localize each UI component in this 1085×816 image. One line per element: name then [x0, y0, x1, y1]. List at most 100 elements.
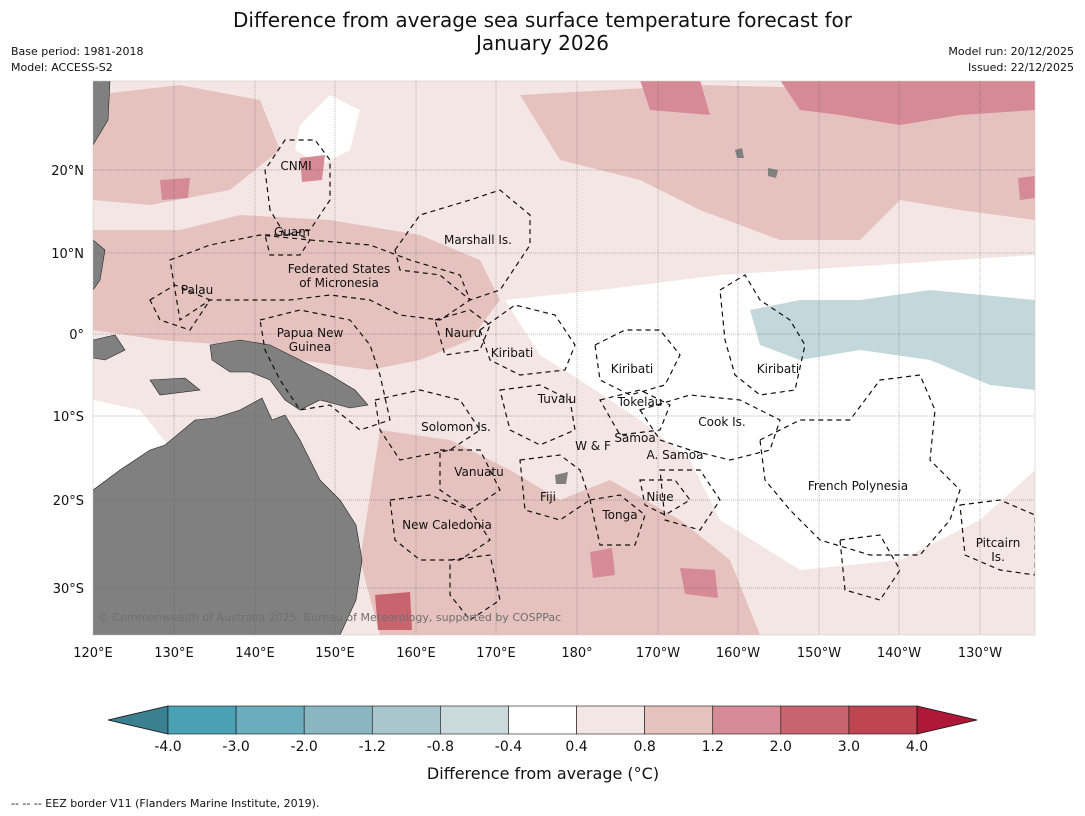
colorbar-segment	[780, 705, 850, 735]
eez-guam	[264, 234, 311, 256]
latitude-tick-label: 20°N	[51, 164, 84, 179]
colorbar-segment	[712, 705, 782, 735]
model-label: Model: ACCESS-S2	[11, 61, 113, 74]
neutral-region-north	[295, 95, 360, 165]
label-png-line2: Guinea	[289, 340, 332, 354]
longitude-tick-label: 130°E	[154, 646, 194, 661]
longitude-tick-label: 130°W	[958, 646, 1002, 661]
colorbar-tick-label: -2.0	[291, 739, 318, 755]
mindanao-landmass	[93, 239, 106, 291]
map-frame	[92, 80, 1036, 636]
base-period-label: Base period: 1981-2018	[11, 45, 144, 58]
colorbar-extend-low	[107, 705, 169, 735]
longitude-tick-label: 160°E	[396, 646, 436, 661]
colorbar-segment	[167, 705, 237, 735]
warm-region-south-pacific	[360, 430, 760, 635]
latitude-tick-label: 10°N	[51, 247, 84, 262]
eez-kiribati-central	[594, 329, 681, 396]
latitude-tick-labels: 20°N 10°N 0° 10°S 20°S 30°S	[51, 164, 84, 597]
longitude-tick-label: 140°W	[877, 646, 921, 661]
eez-palau	[149, 284, 211, 331]
colorbar-tick-label: 2.0	[770, 739, 792, 755]
latitude-tick-label: 10°S	[53, 410, 84, 425]
warm-spot-3	[160, 178, 190, 200]
hawaii-island	[735, 148, 744, 158]
warm-spot-8	[1018, 176, 1035, 200]
latitude-tick-label: 0°	[69, 328, 84, 343]
label-fiji: Fiji	[540, 490, 556, 504]
label-fsm-line2: of Micronesia	[299, 276, 379, 290]
colorbar-tick-label: 4.0	[906, 739, 928, 755]
label-cook-islands: Cook Is.	[698, 415, 745, 429]
colorbar-extend-high	[916, 705, 978, 735]
eez-png	[259, 309, 391, 431]
eez-tokelau	[599, 389, 671, 436]
warm-spot-4	[300, 155, 325, 182]
colorbar-tick-label: 1.2	[702, 739, 724, 755]
longitude-tick-label: 150°W	[797, 646, 841, 661]
longitude-tick-label: 180°	[561, 646, 592, 661]
eez-tonga	[589, 494, 646, 546]
colorbar-segment	[576, 705, 645, 735]
colorbar-tick-labels: -4.0 -3.0 -2.0 -1.2 -0.8 -0.4 0.4 0.8 1.2 2.0 3.0 4…	[154, 739, 928, 755]
label-niue: Niue	[646, 490, 673, 504]
label-pitcairn-line1: Pitcairn	[976, 536, 1021, 550]
label-samoa: Samoa	[614, 431, 655, 445]
colorbar-tick-label: 0.8	[634, 739, 656, 755]
longitude-tick-label: 170°W	[636, 646, 680, 661]
label-pitcairn-line2: Is.	[991, 550, 1005, 564]
colorbar-tick-label: -0.8	[427, 739, 454, 755]
hawaii-big-island	[768, 168, 778, 178]
eez-marshall	[394, 189, 531, 301]
warm-spot-7	[375, 592, 412, 630]
chart-title-line1: Difference from average sea surface temp…	[232, 8, 852, 32]
longitude-tick-label: 140°E	[235, 646, 275, 661]
label-tokelau: Tokelau	[617, 395, 663, 409]
colorbar-tick-label: 3.0	[838, 739, 860, 755]
longitude-tick-label: 160°W	[716, 646, 760, 661]
chart-title-line2: January 2026	[475, 31, 610, 55]
colorbar-tick-label: -0.4	[495, 739, 522, 755]
warm-spot-6	[680, 568, 718, 598]
warm-region-west-pacific	[93, 215, 500, 370]
label-kiribati-west: Kiribati	[491, 346, 533, 360]
timor-landmass	[149, 377, 201, 396]
label-kiribati-east: Kiribati	[757, 362, 799, 376]
eez-kiribati-west	[479, 304, 576, 376]
label-nauru: Nauru	[445, 326, 481, 340]
label-palau: Palau	[181, 283, 213, 297]
colorbar-segment	[303, 705, 373, 735]
label-american-samoa: A. Samoa	[647, 448, 704, 462]
australia-landmass	[93, 397, 363, 635]
colorbar-segment	[644, 705, 714, 735]
label-french-polynesia: French Polynesia	[808, 479, 908, 493]
cool-anomaly-region	[750, 290, 1035, 390]
eez-fiji	[519, 454, 591, 521]
warm-region-philippine-sea	[93, 85, 280, 205]
warm-spot-2	[780, 81, 1035, 125]
eez-kiribati-east	[719, 274, 806, 396]
label-fsm-line1: Federated States	[288, 262, 390, 276]
longitude-tick-label: 120°E	[73, 646, 113, 661]
colorbar-segment	[440, 705, 509, 735]
copyright-notice: © Commonwealth of Australia 2025, Bureau…	[98, 611, 561, 624]
colorbar-segment	[235, 705, 305, 735]
label-kiribati-central: Kiribati	[611, 362, 653, 376]
eez-nauru	[434, 309, 491, 356]
eez-borders	[149, 139, 1035, 621]
eez-legend-note: -- -- -- EEZ border V11 (Flanders Marine…	[11, 797, 320, 810]
label-marshall-islands: Marshall Is.	[444, 233, 512, 247]
latitude-tick-label: 20°S	[53, 494, 84, 509]
eez-cook-north	[639, 394, 781, 461]
label-png-line1: Papua New	[277, 326, 344, 340]
colorbar-tick-label: -3.0	[222, 739, 249, 755]
graticule	[93, 81, 1035, 635]
warm-spot-5	[590, 548, 615, 578]
eez-vanuatu	[439, 449, 501, 511]
eez-new-caledonia	[389, 494, 491, 561]
eez-french-polynesia	[759, 374, 961, 556]
colorbar-segment	[371, 705, 441, 735]
model-run-label: Model run: 20/12/2025	[948, 45, 1074, 58]
colorbar-tick-label: -4.0	[154, 739, 181, 755]
